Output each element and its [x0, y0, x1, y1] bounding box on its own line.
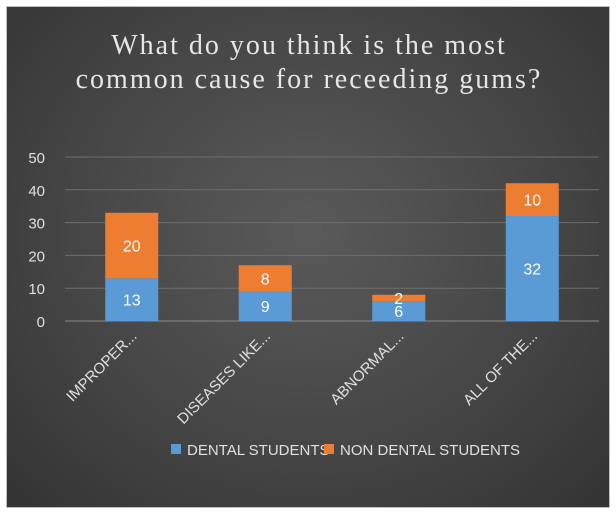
x-tick-label-2: ABNORMAL...: [327, 328, 407, 408]
chart-plot: 0 10 20 30 40 50 13 20 IMPROPER... 9 8 DISEASES LIK…: [28, 150, 599, 459]
y-tick-label-2: 20: [28, 248, 45, 265]
bar-non-dental-2: [372, 294, 426, 302]
bar-non-dental-0: [105, 212, 159, 279]
legend-swatch-non-dental: [324, 444, 334, 454]
data-label-dental-3: 32: [523, 262, 541, 279]
data-label-dental-2: 6: [394, 304, 403, 321]
legend-label-dental: DENTAL STUDENTS: [187, 442, 330, 459]
legend-swatch-dental: [171, 444, 181, 454]
y-tick-label-3: 30: [28, 216, 45, 233]
legend-label-non-dental: NON DENTAL STUDENTS: [340, 442, 520, 459]
y-tick-label-0: 0: [37, 314, 45, 331]
bar-non-dental-1: [238, 265, 292, 292]
y-tick-label-5: 50: [28, 150, 45, 167]
data-label-non-dental-2: 2: [394, 291, 403, 308]
bar-dental-0: [105, 278, 159, 321]
bar-non-dental-3: [505, 183, 559, 217]
y-tick-label-4: 40: [28, 183, 45, 200]
data-label-non-dental-3: 10: [523, 193, 541, 210]
data-label-non-dental-0: 20: [123, 239, 141, 256]
data-label-non-dental-1: 8: [261, 271, 270, 288]
x-tick-label-3: ALL OF THE...: [460, 328, 541, 409]
chart-area: What do you think is the most common cau…: [6, 6, 610, 508]
bar-dental-2: [372, 301, 426, 321]
chart-title: What do you think is the most common cau…: [75, 30, 543, 95]
data-label-dental-1: 9: [261, 299, 270, 316]
data-label-dental-0: 13: [123, 293, 141, 310]
bar-dental-3: [505, 216, 559, 321]
bar-dental-1: [238, 291, 292, 321]
x-tick-label-1: DISEASES LIKE...: [174, 328, 274, 428]
y-tick-label-1: 10: [28, 281, 45, 298]
x-tick-label-0: IMPROPER...: [63, 328, 140, 405]
